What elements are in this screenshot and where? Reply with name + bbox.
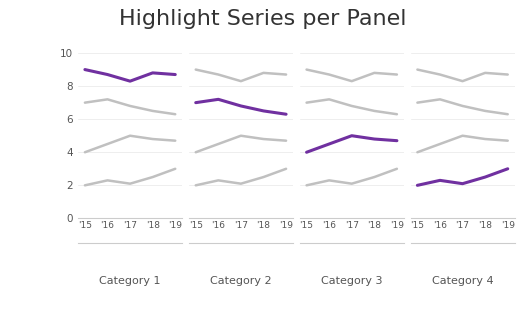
Text: Category 3: Category 3: [321, 276, 383, 286]
Text: Category 1: Category 1: [99, 276, 161, 286]
Text: Category 2: Category 2: [210, 276, 272, 286]
Text: Highlight Series per Panel: Highlight Series per Panel: [119, 9, 406, 29]
Text: Category 4: Category 4: [432, 276, 493, 286]
